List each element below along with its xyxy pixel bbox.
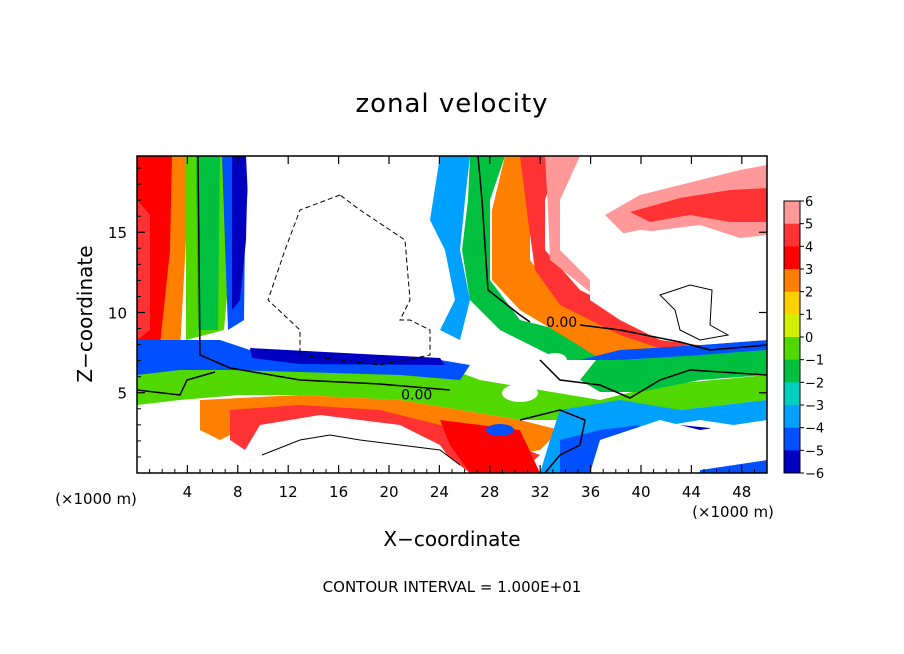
- y-tick-label: 10: [108, 304, 127, 322]
- colorbar-swatch: [784, 337, 800, 361]
- x-tick-label: 8: [233, 483, 243, 501]
- colorbar-label: 1: [805, 308, 813, 323]
- colorbar-label: 3: [805, 263, 813, 278]
- colorbar: 6 5 4 3 2 1 0 −1 −2 −3 −4 −5 −6: [783, 195, 824, 482]
- x-tick-label: 12: [279, 483, 298, 501]
- x-tick-label: 24: [430, 483, 449, 501]
- y-tick-label: 15: [108, 224, 127, 242]
- contour-interval-note: CONTOUR INTERVAL = 1.000E+01: [323, 578, 582, 596]
- y-axis-title: Z−coordinate: [73, 245, 97, 382]
- x-tick-label: 4: [183, 483, 193, 501]
- x-axis: 4 8 12 16 20 24 28 32 36 40 44 48: [149, 156, 755, 501]
- colorbar-label: 6: [805, 195, 813, 210]
- colorbar-swatch: [784, 314, 800, 338]
- x-tick-label: 48: [732, 483, 751, 501]
- contour-labels: 0.00 0.00: [401, 315, 577, 403]
- colorbar-swatch: [784, 246, 800, 270]
- contour-label: 0.00: [401, 387, 432, 403]
- x-tick-label: 16: [329, 483, 348, 501]
- colorbar-swatch: [784, 291, 800, 315]
- colorbar-label: 2: [805, 286, 813, 301]
- colorbar-label: −3: [805, 399, 824, 414]
- colorbar-label: −6: [805, 467, 824, 482]
- colorbar-label: 4: [805, 240, 813, 255]
- colorbar-swatch: [784, 201, 800, 225]
- x-tick-label: 40: [631, 483, 650, 501]
- colorbar-label: 0: [805, 331, 813, 346]
- y-axis: 5 10 15: [108, 167, 767, 458]
- x-axis-title: X−coordinate: [383, 527, 520, 551]
- velocity-field: [137, 156, 767, 473]
- colorbar-swatch: [784, 427, 800, 451]
- z-units-label: (×1000 m): [55, 490, 137, 508]
- x-tick-label: 28: [480, 483, 499, 501]
- colorbar-label: 5: [805, 218, 813, 233]
- colorbar-label: −4: [805, 422, 824, 437]
- colorbar-swatch: [784, 382, 800, 406]
- colorbar-label: −1: [805, 354, 824, 369]
- colorbar-swatch: [784, 223, 800, 247]
- y-tick-label: 5: [117, 385, 127, 403]
- contour-label: 0.00: [546, 315, 577, 331]
- x-tick-label: 20: [379, 483, 398, 501]
- x-tick-label: 36: [581, 483, 600, 501]
- x-tick-label: 32: [531, 483, 550, 501]
- colorbar-swatch: [784, 359, 800, 383]
- x-units-label: (×1000 m): [692, 503, 774, 521]
- colorbar-swatch: [784, 450, 800, 474]
- colorbar-label: −2: [805, 376, 824, 391]
- colorbar-label: −5: [805, 444, 824, 459]
- colorbar-swatch: [784, 405, 800, 429]
- x-tick-label: 44: [682, 483, 701, 501]
- chart-title: zonal velocity: [355, 89, 548, 119]
- colorbar-swatch: [784, 269, 800, 293]
